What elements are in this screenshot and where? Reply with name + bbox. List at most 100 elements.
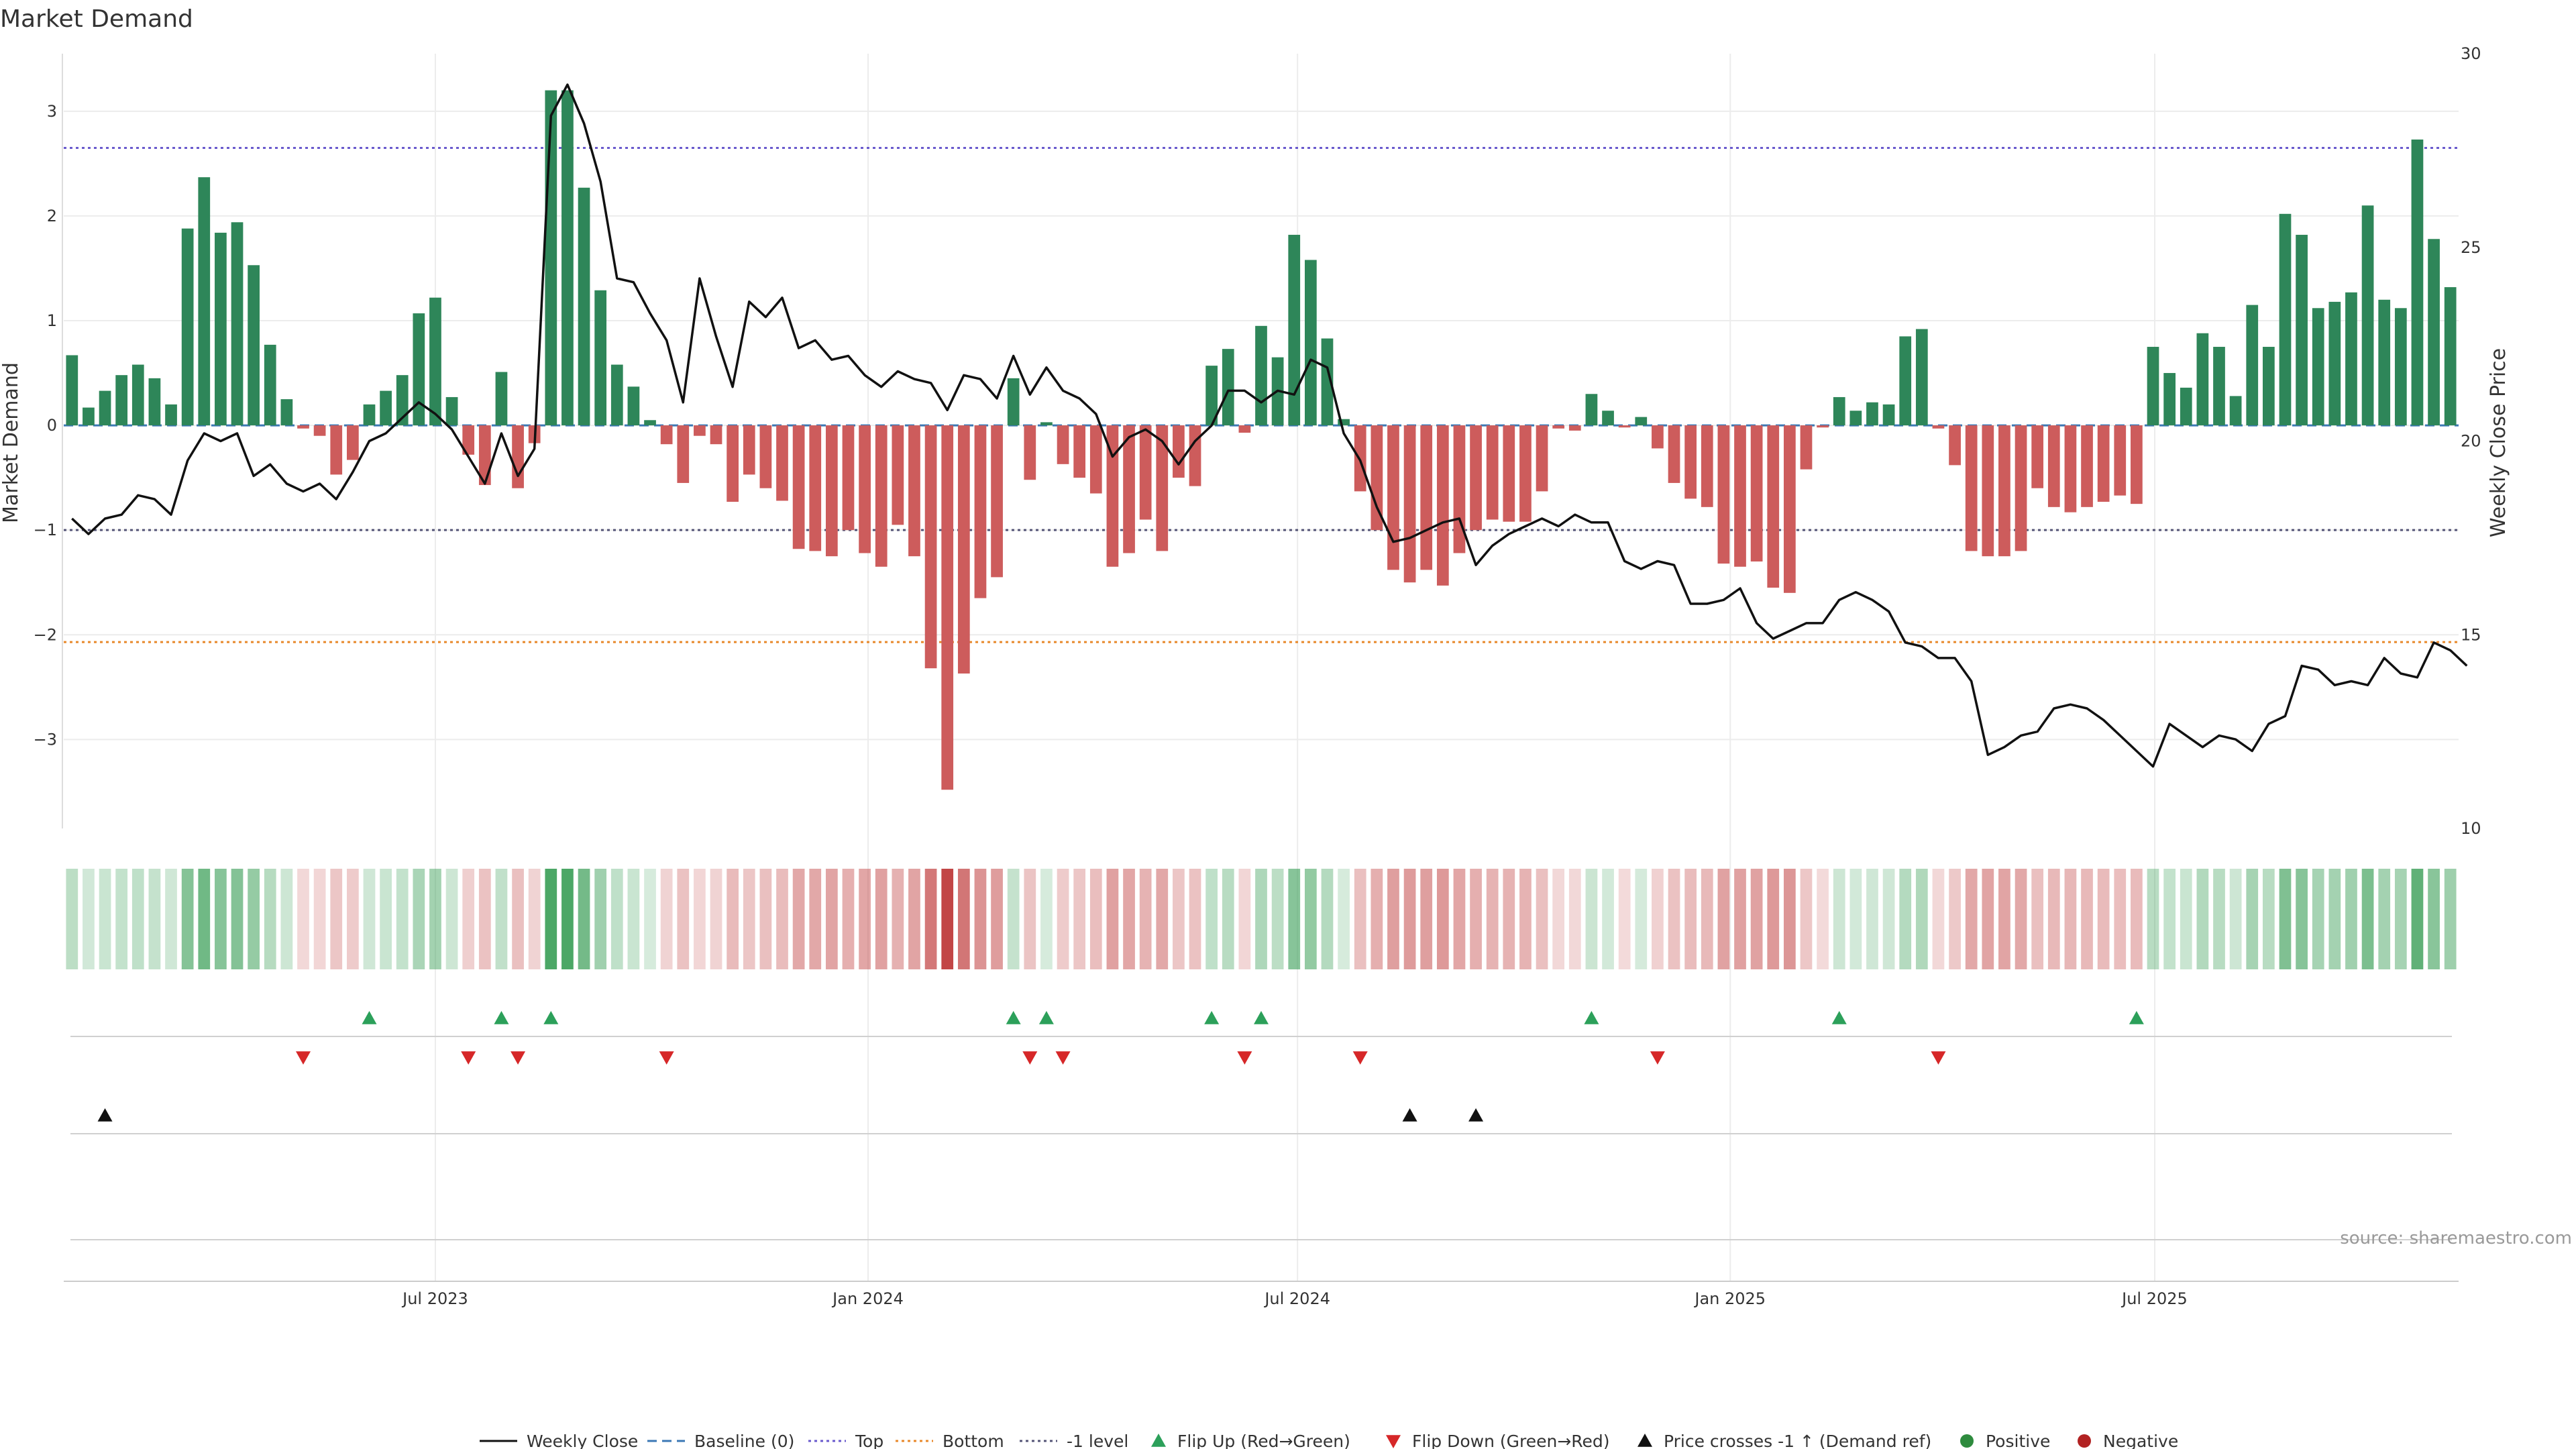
demand-bar-positive [1222, 349, 1234, 426]
y-tick-label: 1 [47, 311, 57, 330]
demand-bar-positive [2296, 235, 2308, 426]
legend-label: Negative [2103, 1432, 2178, 1449]
demand-bar-negative [1800, 425, 1813, 470]
demand-bar-positive [380, 390, 392, 426]
heat-cell [1338, 869, 1350, 969]
demand-bar-negative [2097, 425, 2110, 502]
gridlines [64, 54, 2459, 1281]
heat-cell [2196, 869, 2209, 969]
demand-bar-positive [2147, 347, 2159, 426]
heat-cell [1354, 869, 1366, 969]
heat-cell [842, 869, 855, 969]
flip-up-marker [1584, 1011, 1599, 1024]
x-tick-label: Jan 2025 [1693, 1289, 1766, 1308]
heat-cell [1089, 869, 1102, 969]
demand-bar-positive [66, 355, 78, 426]
flip-down-marker [1237, 1051, 1252, 1065]
heat-cell [1734, 869, 1746, 969]
heat-cell [578, 869, 590, 969]
legend-label: Price crosses -1 ↑ (Demand ref) [1664, 1432, 1931, 1449]
demand-bar-positive [165, 404, 177, 426]
demand-bar-negative [1949, 425, 1961, 466]
heat-cell [1552, 869, 1565, 969]
heat-cell [2163, 869, 2176, 969]
heat-cell [1453, 869, 1466, 969]
demand-bar-positive [1866, 402, 1878, 426]
heat-cell [2361, 869, 2374, 969]
heat-cell [1684, 869, 1697, 969]
flip-down-marker [1022, 1051, 1038, 1065]
heat-cell [1932, 869, 1945, 969]
heat-cell [2131, 869, 2143, 969]
heat-cell [892, 869, 904, 969]
demand-bar-positive [2279, 213, 2292, 426]
flip-down-marker [511, 1051, 526, 1065]
heat-cell [1139, 869, 1152, 969]
x-tick-label: Jul 2023 [401, 1289, 468, 1308]
heat-cell [677, 869, 690, 969]
demand-bar-positive [115, 375, 128, 426]
demand-bar-positive [1304, 260, 1317, 426]
flip-up-marker [2129, 1011, 2144, 1024]
heat-cell [1800, 869, 1813, 969]
flip-up-marker [1006, 1011, 1021, 1024]
demand-bar-negative [297, 425, 309, 429]
heat-cell [1205, 869, 1218, 969]
heat-cell [1057, 869, 1069, 969]
demand-bar-positive [2312, 308, 2324, 426]
demand-bar-positive [1602, 411, 1614, 426]
flip-down-marker [461, 1051, 476, 1065]
heat-cell [462, 869, 475, 969]
demand-bar-negative [809, 425, 822, 551]
demand-bar-negative [1965, 425, 1978, 551]
demand-bar-positive [1288, 235, 1301, 426]
demand-bar-positive [264, 344, 276, 426]
heat-cell [297, 869, 309, 969]
demand-bar-negative [908, 425, 920, 557]
heat-cell [991, 869, 1003, 969]
demand-bar-positive [1321, 338, 1334, 426]
demand-bar-negative [842, 425, 855, 531]
flip-down-marker [1055, 1051, 1071, 1065]
demand-bar-positive [495, 372, 508, 426]
demand-bar-positive [627, 386, 640, 426]
demand-bar-positive [2411, 139, 2424, 426]
heat-cell [660, 869, 673, 969]
demand-bar-negative [875, 425, 888, 567]
y-tick-label: −2 [34, 625, 57, 644]
legend-swatch [1638, 1434, 1652, 1447]
demand-bars [66, 90, 2457, 790]
heat-cell [528, 869, 541, 969]
heat-cell [330, 869, 343, 969]
heat-cell [1470, 869, 1482, 969]
heat-cell [1371, 869, 1383, 969]
demand-bar-negative [1618, 425, 1631, 428]
legend-item: Flip Up (Red→Green) [1151, 1432, 1350, 1449]
demand-bar-positive [248, 265, 260, 426]
heat-cell [1998, 869, 2010, 969]
demand-bar-negative [2131, 425, 2143, 504]
heat-cell [2411, 869, 2424, 969]
legend-swatch [1151, 1434, 1166, 1447]
heat-cell [2047, 869, 2060, 969]
demand-bar-negative [478, 425, 491, 486]
flip-down-marker [1931, 1051, 1946, 1065]
heat-cell [1403, 869, 1416, 969]
legend-swatch [1960, 1434, 1974, 1448]
heat-cell [1635, 869, 1648, 969]
demand-bar-negative [1552, 425, 1565, 429]
x-tick-label: Jul 2025 [2121, 1289, 2188, 1308]
flip-up-marker [494, 1011, 509, 1024]
demand-bar-negative [1089, 425, 1102, 494]
heat-cell [165, 869, 177, 969]
demand-bar-negative [974, 425, 987, 598]
demand-bar-positive [215, 232, 227, 426]
demand-bar-positive [99, 390, 111, 426]
demand-bar-negative [1403, 425, 1416, 583]
heat-cell [2097, 869, 2110, 969]
demand-bar-negative [1139, 425, 1152, 520]
price-cross-marker [1468, 1108, 1484, 1122]
demand-bar-negative [1238, 425, 1251, 433]
demand-bar-negative [1783, 425, 1796, 593]
